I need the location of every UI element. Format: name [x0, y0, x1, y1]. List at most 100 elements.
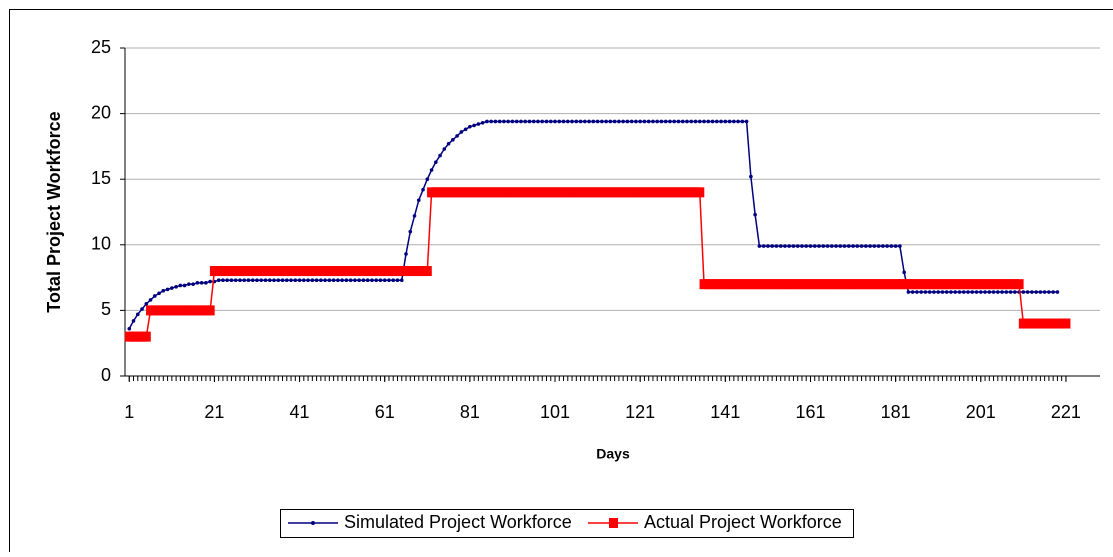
point-marker: [340, 278, 344, 282]
point-marker: [251, 278, 255, 282]
x-tick-label: 21: [204, 402, 224, 422]
legend-label: Simulated Project Workforce: [344, 512, 572, 532]
point-marker: [136, 313, 140, 317]
point-marker: [821, 244, 825, 248]
point-marker: [941, 290, 945, 294]
point-marker: [200, 281, 204, 285]
point-marker: [1030, 290, 1034, 294]
point-marker: [183, 284, 187, 288]
x-tick-label: 181: [881, 402, 911, 422]
point-marker: [379, 278, 383, 282]
legend-label: Actual Project Workforce: [644, 512, 842, 532]
point-marker: [860, 244, 864, 248]
point-marker: [830, 244, 834, 248]
point-marker: [430, 168, 434, 172]
point-marker: [719, 120, 723, 124]
point-marker: [515, 120, 519, 124]
point-marker: [932, 290, 936, 294]
point-marker: [353, 278, 357, 282]
x-tick-label: 121: [625, 402, 655, 422]
point-marker: [302, 278, 306, 282]
point-marker: [144, 302, 148, 306]
point-marker: [140, 307, 144, 311]
point-marker: [877, 244, 881, 248]
x-tick-label: 201: [966, 402, 996, 422]
point-marker: [438, 154, 442, 158]
point-marker: [132, 319, 136, 323]
point-marker: [455, 134, 459, 138]
point-marker: [647, 120, 651, 124]
point-marker: [259, 278, 263, 282]
point-marker: [851, 244, 855, 248]
point-marker: [600, 120, 604, 124]
point-marker: [349, 278, 353, 282]
point-marker: [868, 244, 872, 248]
point-marker: [1000, 290, 1004, 294]
point-marker: [1005, 290, 1009, 294]
point-marker: [809, 244, 813, 248]
point-marker: [434, 160, 438, 164]
point-marker: [468, 125, 472, 129]
point-marker: [570, 120, 574, 124]
point-marker: [566, 120, 570, 124]
x-tick-label: 101: [540, 402, 570, 422]
point-marker: [655, 120, 659, 124]
point-marker: [451, 138, 455, 142]
point-marker: [664, 120, 668, 124]
point-marker: [408, 230, 412, 234]
point-marker: [1051, 290, 1055, 294]
point-marker: [225, 278, 229, 282]
point-marker: [345, 278, 349, 282]
point-marker: [698, 120, 702, 124]
point-marker: [1047, 290, 1051, 294]
point-marker: [174, 285, 178, 289]
point-marker: [400, 278, 404, 282]
point-marker: [417, 198, 421, 202]
point-marker: [485, 120, 489, 124]
point-marker: [749, 175, 753, 179]
point-marker: [583, 120, 587, 124]
point-marker: [545, 120, 549, 124]
point-marker: [689, 120, 693, 124]
point-marker: [234, 278, 238, 282]
point-marker: [532, 120, 536, 124]
point-marker: [443, 147, 447, 151]
point-marker: [247, 278, 251, 282]
point-marker: [630, 120, 634, 124]
point-marker: [553, 120, 557, 124]
y-tick-label: 15: [91, 168, 111, 188]
point-marker: [966, 290, 970, 294]
point-marker: [1013, 290, 1017, 294]
point-marker: [242, 278, 246, 282]
point-marker: [706, 120, 710, 124]
x-tick-label: 1: [124, 402, 134, 422]
point-marker: [447, 142, 451, 146]
point-marker: [894, 244, 898, 248]
point-marker: [902, 271, 906, 275]
point-marker: [557, 120, 561, 124]
point-marker: [387, 278, 391, 282]
point-marker: [206, 305, 215, 315]
point-marker: [396, 278, 400, 282]
point-marker: [289, 278, 293, 282]
point-marker: [204, 281, 208, 285]
point-marker: [477, 122, 481, 126]
point-marker: [907, 290, 911, 294]
point-marker: [813, 244, 817, 248]
point-marker: [298, 278, 302, 282]
point-marker: [715, 120, 719, 124]
x-tick-label: 41: [290, 402, 310, 422]
point-marker: [285, 278, 289, 282]
point-marker: [783, 244, 787, 248]
point-marker: [741, 120, 745, 124]
point-marker: [962, 290, 966, 294]
point-marker: [724, 120, 728, 124]
point-marker: [728, 120, 732, 124]
point-marker: [672, 120, 676, 124]
point-marker: [596, 120, 600, 124]
point-marker: [979, 290, 983, 294]
point-marker: [421, 188, 425, 192]
point-marker: [217, 278, 221, 282]
point-marker: [677, 120, 681, 124]
